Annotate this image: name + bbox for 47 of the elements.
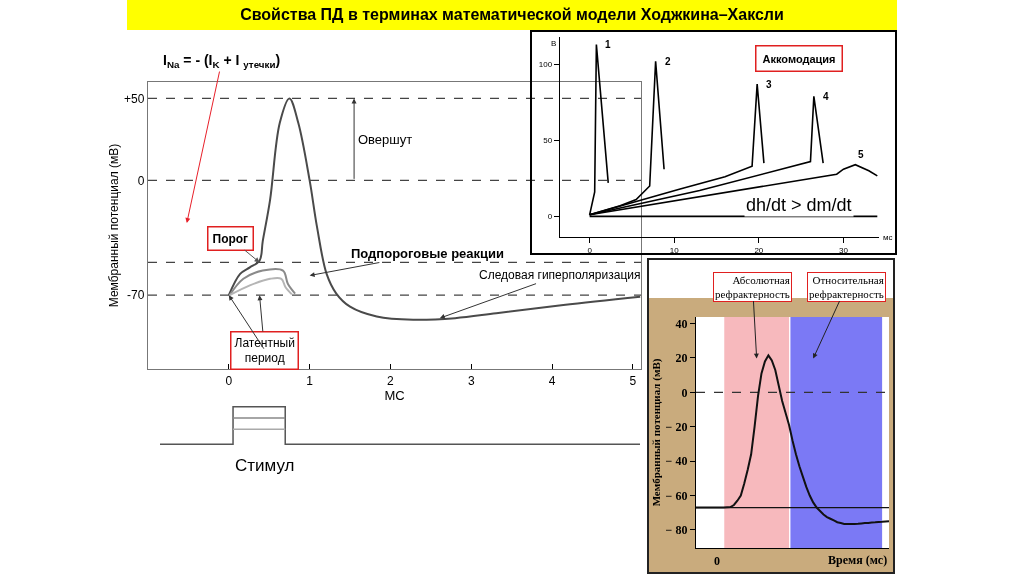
x-axis-title: Время (мс) — [828, 553, 888, 567]
annotation: 4 — [823, 91, 829, 102]
y-tick-label: − 20 — [665, 419, 688, 434]
annotation: Аккомодация — [762, 52, 836, 65]
annotation: Порог — [212, 231, 249, 246]
y-tick-label: 100 — [538, 60, 553, 70]
annotation: Следовая гиперполяризация — [479, 268, 641, 282]
x-tick-label: 1 — [306, 373, 314, 388]
x-tick-label: 4 — [548, 373, 556, 388]
x-axis-title: Стимул — [235, 456, 295, 475]
annotation: Подпороговые реакции — [351, 246, 505, 261]
text: Абсолютная рефрактерность — [715, 274, 790, 301]
x-axis-title: МС — [384, 388, 405, 404]
annotation: 2 — [665, 56, 671, 67]
annotation: 3 — [766, 79, 772, 90]
y-tick-label: 50 — [543, 136, 553, 146]
y-tick-label: 20 — [675, 351, 688, 366]
y-axis-title: В — [551, 39, 557, 48]
y-tick-label: − 80 — [665, 523, 688, 538]
x-tick-label: 2 — [387, 373, 395, 388]
annotation: dh/dt > dm/dt — [746, 195, 852, 215]
x-tick-label: 30 — [839, 245, 849, 255]
x-tick-label: 20 — [754, 245, 764, 255]
chart-title: Свойства ПД в терминах математической модели Ходжкина–Хаксли — [127, 0, 897, 30]
annotation: Латентный период — [234, 335, 295, 366]
text: 0 — [714, 554, 720, 568]
y-tick-label: 0 — [547, 212, 553, 222]
y-tick-label: − 60 — [665, 488, 688, 503]
y-tick-label: 40 — [675, 316, 688, 331]
annotation: Овершут — [358, 132, 413, 147]
y-tick-label: − 40 — [665, 454, 688, 469]
x-tick-label: 0 — [225, 373, 233, 388]
x-tick-label: 10 — [669, 245, 680, 255]
text: I$_{Na}$ = - (I$_{K}$ + I $_{утечки}$) — [163, 52, 281, 70]
x-axis-title: мс — [883, 233, 893, 242]
y-tick-label: 0 — [137, 173, 145, 188]
y-tick-label: 0 — [681, 385, 688, 400]
x-tick-label: 0 — [587, 245, 593, 255]
y-tick-label: +50 — [124, 91, 145, 106]
text: Относительная рефрактерность — [809, 274, 884, 301]
x-tick-label: 3 — [467, 373, 475, 388]
annotation: 1 — [605, 39, 611, 50]
y-axis-title: Мембранный потенциал (мВ) — [107, 143, 122, 308]
y-axis-title: Мембранный потенциал (мВ) — [650, 358, 664, 507]
x-tick-label: 5 — [629, 373, 637, 388]
annotation: 5 — [858, 149, 864, 160]
y-tick-label: -70 — [127, 288, 145, 303]
